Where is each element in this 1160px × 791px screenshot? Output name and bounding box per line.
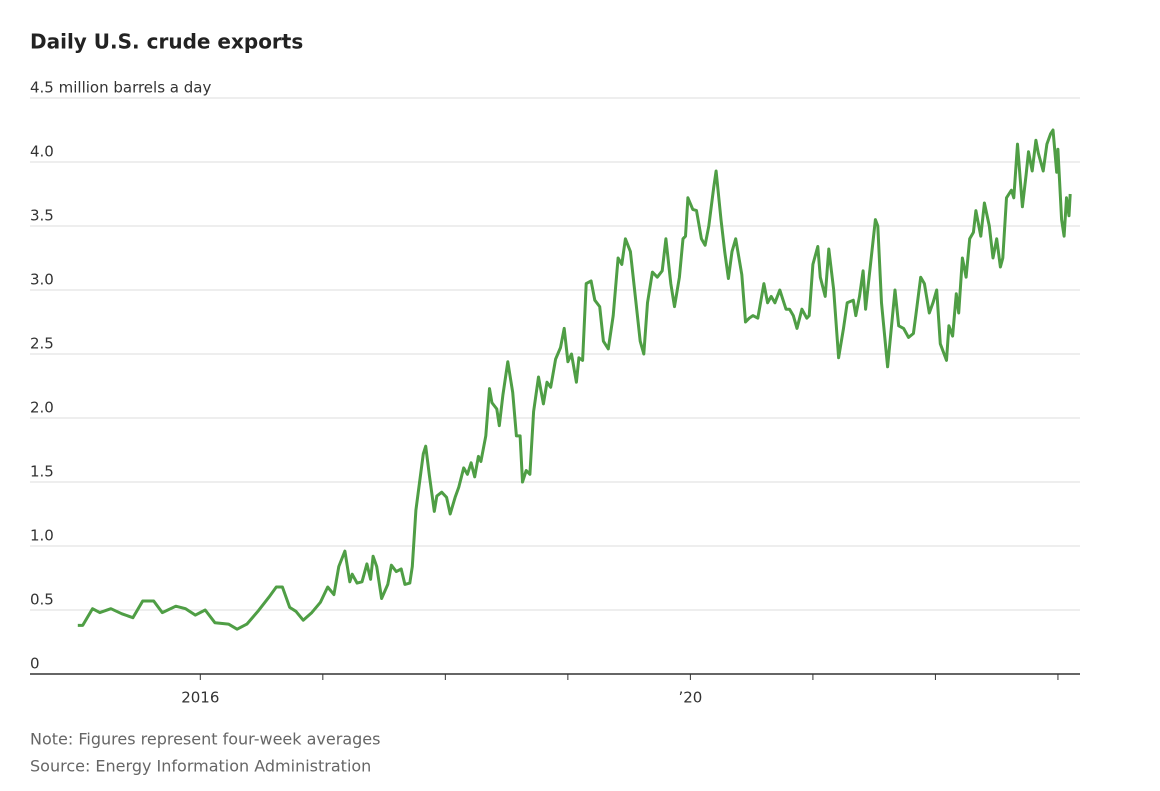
source: Source: Energy Information Administratio…: [30, 757, 371, 776]
y-tick-label: 3.0: [30, 271, 54, 289]
data-line: [77, 128, 1072, 631]
y-tick-label: 4.0: [30, 143, 54, 161]
y-tick-label: 1.5: [30, 463, 54, 481]
y-tick-label: 2.0: [30, 399, 54, 417]
y-tick-label: 0: [30, 655, 40, 673]
x-tick-label: 2016: [181, 689, 219, 707]
y-tick-label: 4.5 million barrels a day: [30, 79, 211, 97]
y-tick-label: 1.0: [30, 527, 54, 545]
note: Note: Figures represent four-week averag…: [30, 730, 380, 749]
chart-title: Daily U.S. crude exports: [30, 30, 303, 54]
y-tick-label: 2.5: [30, 335, 54, 353]
y-tick-label: 3.5: [30, 207, 54, 225]
y-tick-label: 0.5: [30, 591, 54, 609]
x-tick-label: ’20: [678, 689, 702, 707]
